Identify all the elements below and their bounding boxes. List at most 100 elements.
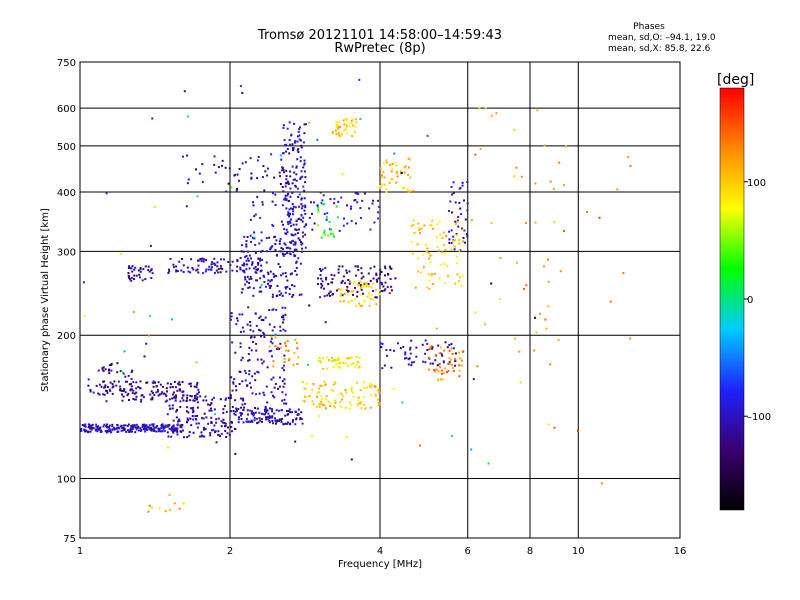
data-point: [94, 428, 97, 431]
data-point: [272, 365, 275, 368]
data-point: [306, 396, 309, 399]
data-point: [463, 199, 465, 202]
data-point: [244, 276, 246, 279]
data-point: [549, 363, 552, 366]
data-point: [354, 199, 357, 201]
data-point: [376, 389, 379, 392]
data-point: [271, 408, 273, 411]
data-point: [191, 266, 194, 269]
data-point: [239, 397, 242, 400]
data-point: [141, 279, 144, 282]
data-point: [381, 283, 383, 286]
data-point: [365, 285, 368, 288]
data-point: [565, 145, 567, 148]
data-point: [388, 292, 391, 295]
data-point: [168, 493, 171, 496]
data-point: [374, 386, 377, 389]
data-point: [359, 389, 362, 392]
data-point: [425, 251, 428, 254]
data-point: [286, 194, 289, 197]
data-point: [378, 391, 381, 394]
data-point: [246, 275, 249, 278]
data-point: [167, 446, 170, 449]
data-point: [279, 237, 282, 240]
data-point: [464, 241, 466, 244]
data-point: [281, 167, 284, 169]
data-point: [390, 285, 393, 288]
data-point: [369, 406, 372, 409]
data-point: [153, 426, 156, 429]
data-point: [360, 267, 363, 270]
data-point: [143, 423, 146, 426]
data-point: [89, 430, 92, 433]
data-point: [317, 415, 320, 418]
data-point: [461, 181, 464, 184]
data-point: [239, 257, 242, 259]
data-point: [142, 424, 145, 427]
data-point: [452, 347, 455, 350]
data-point: [132, 426, 135, 428]
data-point: [346, 119, 349, 122]
data-point: [182, 271, 185, 273]
data-point: [202, 435, 205, 438]
data-point: [290, 134, 293, 137]
data-point: [438, 220, 441, 223]
data-point: [297, 257, 300, 260]
data-point: [288, 357, 291, 360]
data-point: [280, 421, 283, 423]
data-point: [291, 143, 294, 146]
data-point: [91, 427, 94, 430]
data-point: [289, 423, 292, 426]
data-point: [178, 507, 181, 510]
data-point: [233, 378, 236, 381]
data-point: [194, 394, 196, 397]
data-point: [238, 416, 240, 419]
data-point: [221, 164, 223, 167]
data-point: [432, 227, 434, 230]
data-point: [91, 423, 94, 426]
data-point: [300, 170, 303, 173]
data-point: [448, 349, 451, 352]
data-point: [378, 293, 381, 296]
data-point: [196, 396, 199, 399]
data-point: [440, 372, 443, 375]
data-point: [247, 306, 250, 309]
data-point: [289, 195, 292, 198]
data-point: [135, 395, 138, 398]
data-point: [124, 380, 127, 383]
data-point: [386, 286, 389, 289]
data-point: [259, 277, 262, 280]
data-point: [214, 264, 217, 266]
data-point: [179, 406, 182, 408]
data-point: [239, 330, 242, 333]
data-point: [333, 406, 336, 409]
data-point: [282, 328, 285, 331]
data-point: [234, 413, 237, 416]
data-point: [225, 436, 228, 438]
data-point: [447, 274, 449, 277]
data-point: [351, 118, 354, 121]
data-point: [547, 423, 550, 426]
data-point: [337, 288, 340, 290]
data-point: [285, 402, 288, 405]
data-point: [170, 427, 173, 430]
data-point: [292, 223, 295, 226]
data-point: [284, 253, 287, 256]
data-point: [283, 369, 285, 372]
data-point: [499, 298, 502, 301]
data-point: [278, 240, 281, 243]
data-point: [280, 158, 283, 161]
data-point: [276, 346, 279, 349]
data-point: [271, 416, 273, 419]
data-point: [272, 272, 275, 275]
data-point: [303, 159, 306, 162]
data-point: [127, 374, 130, 377]
data-point: [163, 426, 166, 429]
data-point: [243, 235, 246, 238]
data-point: [216, 265, 219, 268]
data-point: [396, 175, 399, 178]
data-point: [379, 187, 382, 190]
data-point: [434, 359, 437, 362]
data-point: [116, 362, 119, 365]
data-point: [128, 399, 130, 401]
